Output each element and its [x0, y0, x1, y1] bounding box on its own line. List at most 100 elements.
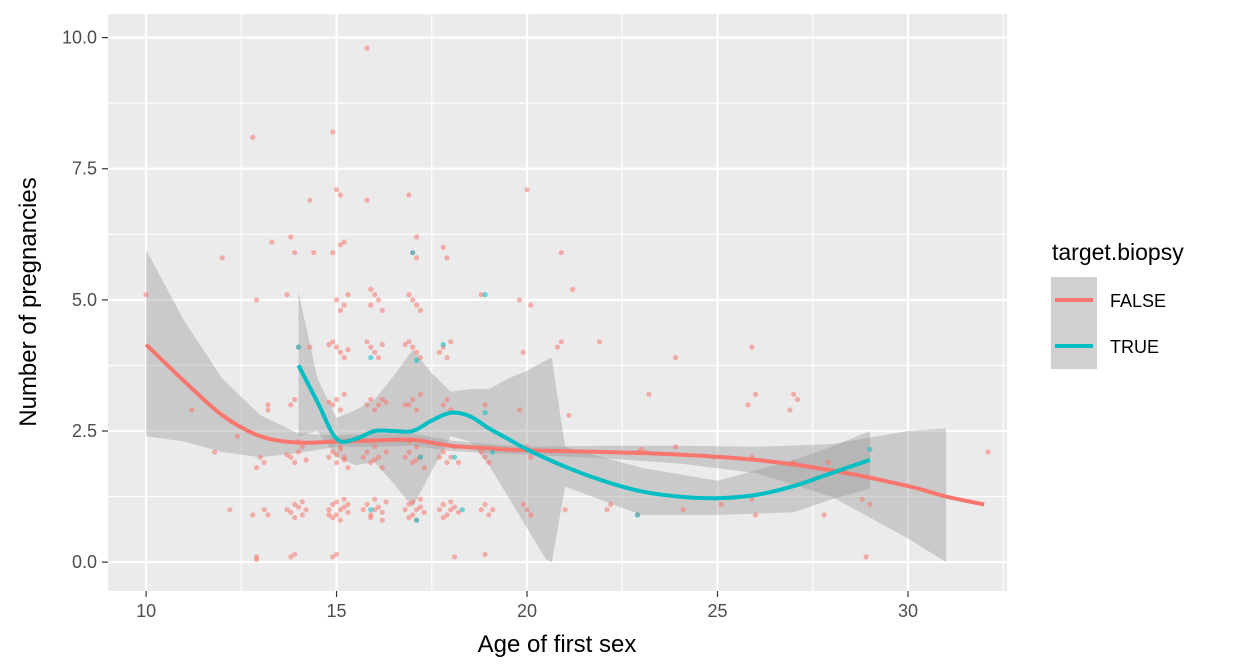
point-false: [307, 344, 313, 350]
point-false: [482, 501, 488, 507]
point-true: [490, 449, 496, 455]
point-false: [516, 407, 523, 413]
point-true: [368, 507, 374, 513]
point-false: [372, 349, 378, 355]
point-false: [486, 512, 492, 518]
point-false: [520, 349, 526, 355]
point-false: [345, 465, 351, 471]
smooth-lines: [144, 343, 985, 507]
point-false: [364, 501, 370, 507]
point-false: [341, 302, 347, 308]
point-false: [364, 45, 370, 51]
point-false: [250, 134, 256, 140]
point-false: [337, 446, 343, 452]
y-tick-label: 0.0: [72, 552, 97, 572]
point-false: [326, 512, 332, 518]
point-false: [554, 344, 561, 350]
point-false: [406, 339, 412, 345]
point-false: [284, 292, 290, 298]
point-false: [791, 391, 797, 397]
point-false: [360, 454, 366, 460]
point-false: [448, 507, 454, 513]
point-false: [337, 242, 343, 248]
point-false: [372, 444, 378, 450]
smooth-line-true: [296, 364, 871, 501]
point-false: [292, 250, 298, 256]
point-false: [440, 402, 446, 408]
major-gridlines: [108, 14, 1007, 591]
point-false: [303, 457, 309, 463]
point-false: [440, 501, 446, 507]
point-false: [417, 355, 423, 361]
x-axis-title: Age of first sex: [478, 631, 637, 658]
point-false: [859, 496, 865, 502]
point-false: [292, 501, 298, 507]
point-false: [867, 501, 873, 507]
point-false: [368, 396, 374, 403]
point-false: [478, 507, 484, 513]
point-false: [341, 391, 347, 397]
point-false: [334, 344, 340, 350]
point-false: [379, 307, 385, 313]
point-false: [345, 347, 351, 353]
point-false: [372, 292, 378, 298]
point-false: [455, 459, 462, 466]
point-false: [299, 444, 305, 450]
y-tick-label: 7.5: [72, 159, 97, 179]
point-false: [334, 459, 340, 466]
point-false: [410, 512, 416, 518]
point-false: [448, 499, 454, 505]
point-false: [337, 407, 343, 413]
x-axis: 10 15 20 25 30: [136, 591, 918, 621]
point-false: [345, 509, 351, 515]
point-false: [330, 250, 336, 256]
x-tick-label: 20: [517, 601, 537, 621]
point-false: [372, 457, 378, 463]
point-false: [326, 454, 332, 460]
point-false: [520, 501, 526, 507]
point-false: [334, 297, 340, 303]
point-false: [638, 446, 644, 452]
confidence-bands: [146, 250, 947, 563]
point-false: [570, 286, 576, 292]
point-false: [863, 554, 869, 560]
point-false: [414, 457, 420, 463]
point-false: [341, 496, 347, 502]
legend-title: target.biopsy: [1052, 239, 1184, 265]
point-false: [326, 507, 332, 513]
point-false: [292, 515, 298, 521]
point-false: [821, 512, 827, 518]
point-false: [372, 496, 378, 502]
point-false: [265, 407, 271, 413]
point-true: [417, 454, 423, 460]
point-false: [440, 449, 446, 455]
point-false: [375, 454, 382, 460]
point-false: [288, 402, 294, 408]
point-false: [334, 396, 340, 403]
point-false: [402, 341, 408, 348]
point-false: [486, 459, 492, 466]
point-false: [368, 286, 374, 292]
point-true: [410, 250, 416, 256]
point-false: [330, 449, 336, 455]
point-false: [749, 496, 755, 502]
point-false: [482, 454, 488, 460]
point-false: [368, 515, 374, 521]
point-false: [379, 509, 385, 515]
point-true: [459, 507, 465, 513]
point-false: [749, 344, 755, 350]
point-false: [478, 449, 484, 455]
point-false: [436, 507, 442, 513]
point-false: [406, 449, 412, 455]
point-false: [269, 239, 275, 245]
point-false: [261, 507, 267, 513]
point-false: [265, 402, 271, 408]
point-false: [444, 512, 450, 518]
point-false: [326, 399, 332, 405]
point-false: [558, 250, 564, 256]
point-false: [337, 507, 343, 513]
point-false: [414, 349, 420, 355]
point-false: [341, 457, 347, 463]
point-false: [364, 402, 370, 408]
point-false: [524, 187, 530, 193]
